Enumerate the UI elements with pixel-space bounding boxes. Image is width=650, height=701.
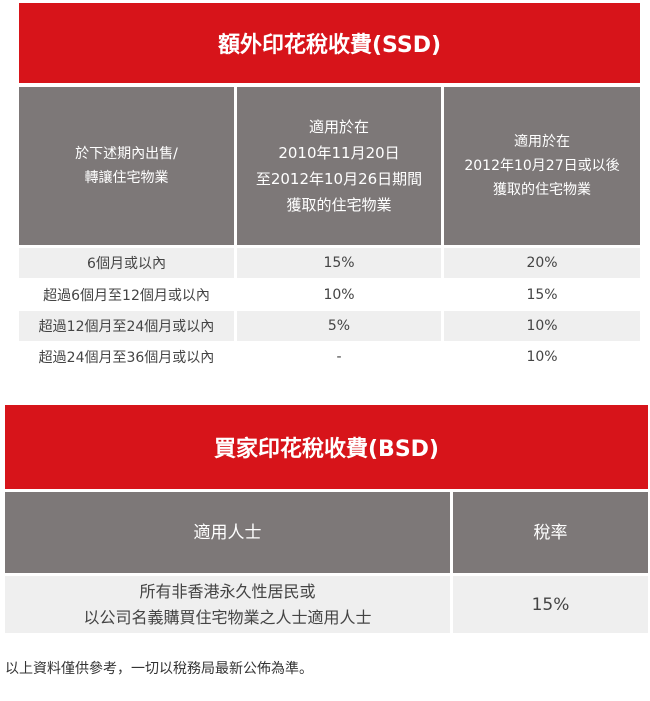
ssd-row-rate-b: 10% xyxy=(444,311,640,341)
bsd-row-rate: 15% xyxy=(453,576,648,633)
bsd-header-rate: 稅率 xyxy=(453,492,648,573)
header-line: 轉讓住宅物業 xyxy=(84,170,169,186)
header-line: 至2012年10月26日期間 xyxy=(255,170,423,188)
footer-note: 以上資料僅供參考，一切以稅務局最新公佈為準。 xyxy=(5,661,313,677)
header-line: 獲取的住宅物業 xyxy=(493,182,591,198)
applicant-line: 以公司名義購買住宅物業之人士適用人士 xyxy=(83,607,372,627)
bsd-header-applicant: 適用人士 xyxy=(5,492,450,573)
ssd-header-period: 於下述期內出售/ 轉讓住宅物業 xyxy=(19,87,234,245)
ssd-row-rate-b: 20% xyxy=(444,248,640,278)
ssd-row-rate-b: 15% xyxy=(526,286,558,303)
ssd-row-period: 6個月或以內 xyxy=(19,248,234,278)
ssd-header-2010: 適用於在 2010年11月20日 至2012年10月26日期間 獲取的住宅物業 xyxy=(237,87,441,245)
ssd-title: 額外印花稅收費(SSD) xyxy=(19,3,640,83)
header-line: 適用於在 xyxy=(514,134,570,150)
applicant-line: 所有非香港永久性居民或 xyxy=(139,581,316,601)
ssd-row-rate-a: 15% xyxy=(237,248,441,278)
bsd-row-applicant: 所有非香港永久性居民或 以公司名義購買住宅物業之人士適用人士 xyxy=(5,576,450,633)
ssd-row-rate-a: 10% xyxy=(323,286,355,303)
ssd-row-rate-a: 5% xyxy=(237,311,441,341)
header-line: 於下述期內出售/ xyxy=(75,146,178,162)
ssd-row-period: 超過6個月至12個月或以內 xyxy=(43,287,210,304)
ssd-row-rate-a: - xyxy=(336,349,342,365)
ssd-row-period: 超過24個月至36個月或以內 xyxy=(38,350,215,366)
header-line: 2012年10月27日或以後 xyxy=(464,158,620,174)
header-line: 2010年11月20日 xyxy=(278,144,400,162)
ssd-row-period: 超過12個月至24個月或以內 xyxy=(19,311,234,341)
header-line: 獲取的住宅物業 xyxy=(286,196,392,214)
header-line: 適用於在 xyxy=(308,118,369,136)
ssd-header-2012: 適用於在 2012年10月27日或以後 獲取的住宅物業 xyxy=(444,87,640,245)
ssd-row-rate-b: 10% xyxy=(526,349,558,365)
bsd-title: 買家印花稅收費(BSD) xyxy=(5,405,648,489)
